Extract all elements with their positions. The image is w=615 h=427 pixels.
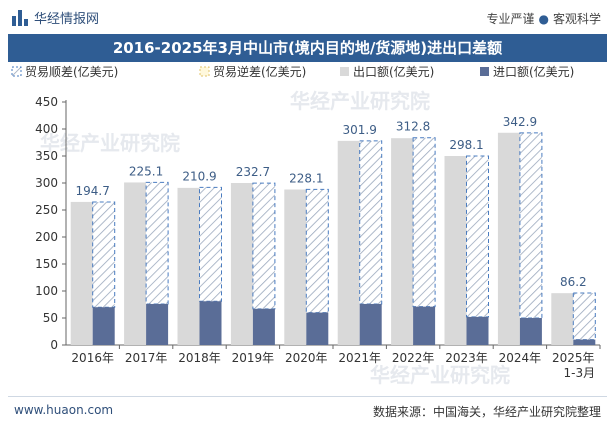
- import-bar: [306, 312, 329, 345]
- footer-url: www.huaon.com: [14, 403, 114, 417]
- brand-name: 华经情报网: [34, 12, 100, 27]
- legend-label: 贸易逆差(亿美元): [213, 64, 306, 79]
- y-tick-label: 300: [35, 176, 58, 190]
- surplus-bar: [145, 181, 169, 305]
- watermark-text: 华经产业研究院: [370, 363, 510, 387]
- x-tick-label: 2021年: [338, 351, 381, 365]
- y-tick-label: 250: [35, 203, 58, 217]
- footer-source: 数据来源：中国海关，华经产业研究院整理: [372, 405, 601, 419]
- surplus-data-label: 342.9: [503, 115, 537, 129]
- x-tick-label: 2022年: [392, 351, 435, 365]
- y-tick-label: 150: [35, 257, 58, 271]
- legend-swatch: [11, 66, 22, 77]
- y-tick-label: 350: [35, 149, 58, 163]
- x-tick-label: 2024年: [499, 351, 542, 365]
- y-tick-label: 200: [35, 230, 58, 244]
- legend-swatch: [199, 66, 210, 77]
- watermark-text: 华经产业研究院: [40, 131, 180, 155]
- x-tick-label: 2018年: [178, 351, 221, 365]
- import-bar: [146, 303, 169, 345]
- chart-title: 2016-2025年3月中山市(境内目的地/货源地)进出口差额: [8, 34, 607, 62]
- import-bar: [519, 318, 542, 345]
- slogan-right: 客观科学: [552, 12, 601, 26]
- import-bar: [573, 339, 596, 345]
- y-tick-label: 50: [43, 311, 58, 325]
- export-bar: [284, 189, 307, 345]
- import-bar: [413, 306, 436, 345]
- export-bar: [124, 182, 147, 345]
- import-bar: [199, 301, 222, 345]
- surplus-data-label: 232.7: [236, 165, 270, 179]
- data-labels: 194.7 225.1 210.9 232.7 228.1 301.9 312.8 298.1…: [76, 115, 587, 289]
- x-tick-label: 2019年: [232, 351, 275, 365]
- y-tick-label: 400: [35, 122, 58, 136]
- export-bar: [337, 140, 360, 345]
- surplus-bar: [466, 155, 489, 318]
- chart: 贸易顺差(亿美元) 贸易逆差(亿美元) 出口额(亿美元) 进口额(亿美元) 华经产业研…: [11, 64, 601, 387]
- surplus-data-label: 210.9: [182, 169, 216, 183]
- export-bar: [70, 201, 93, 345]
- y-tick-label: 100: [35, 284, 58, 298]
- surplus-bar: [572, 292, 596, 341]
- surplus-bar: [519, 132, 543, 319]
- legend-swatch: [340, 67, 349, 76]
- export-bar: [444, 156, 467, 345]
- surplus-bar: [412, 137, 436, 308]
- x-tick-label: 2016年: [71, 351, 114, 365]
- surplus-bar: [252, 182, 276, 310]
- top-bar: 华经情报网 专业严谨 ● 客观科学: [0, 0, 615, 34]
- surplus-bar: [305, 188, 329, 314]
- export-bar: [551, 293, 574, 345]
- export-bar: [230, 183, 253, 345]
- bars: [70, 132, 596, 345]
- surplus-bar: [92, 201, 116, 308]
- surplus-data-label: 228.1: [289, 171, 323, 185]
- surplus-data-label: 86.2: [560, 275, 587, 289]
- import-bar: [92, 307, 115, 345]
- x-tick-label: 1-3月: [563, 366, 595, 380]
- brand-logo-icon: [12, 9, 28, 26]
- x-tick-label: 2020年: [285, 351, 328, 365]
- surplus-bar: [199, 186, 222, 302]
- legend-label: 贸易顺差(亿美元): [25, 64, 118, 79]
- surplus-data-label: 194.7: [76, 184, 110, 198]
- x-tick-label: 2025年: [552, 351, 595, 365]
- export-bar: [391, 138, 414, 345]
- y-tick-label: 0: [50, 338, 58, 352]
- legend-label: 出口额(亿美元): [353, 64, 434, 79]
- y-tick-label: 450: [35, 95, 58, 109]
- surplus-data-label: 301.9: [343, 123, 377, 137]
- export-bar: [497, 132, 520, 345]
- legend-label: 进口额(亿美元): [493, 64, 574, 79]
- import-bar: [252, 308, 275, 345]
- legend-swatch: [480, 67, 489, 76]
- watermark-text: 华经产业研究院: [290, 89, 430, 113]
- import-bar: [359, 303, 382, 345]
- surplus-data-label: 312.8: [396, 120, 430, 134]
- surplus-data-label: 298.1: [449, 138, 483, 152]
- surplus-bar: [359, 140, 383, 305]
- slogan: 专业严谨 ● 客观科学: [486, 10, 601, 27]
- export-bar: [177, 187, 200, 345]
- slogan-left: 专业严谨: [486, 12, 535, 26]
- footer-divider: [8, 396, 607, 397]
- legend: 贸易顺差(亿美元) 贸易逆差(亿美元) 出口额(亿美元) 进口额(亿美元): [11, 64, 574, 79]
- surplus-data-label: 225.1: [129, 164, 163, 178]
- x-tick-label: 2017年: [125, 351, 168, 365]
- brand: 华经情报网: [12, 8, 99, 27]
- import-bar: [466, 316, 489, 345]
- slogan-dot-icon: ●: [538, 12, 549, 26]
- x-tick-label: 2023年: [445, 351, 488, 365]
